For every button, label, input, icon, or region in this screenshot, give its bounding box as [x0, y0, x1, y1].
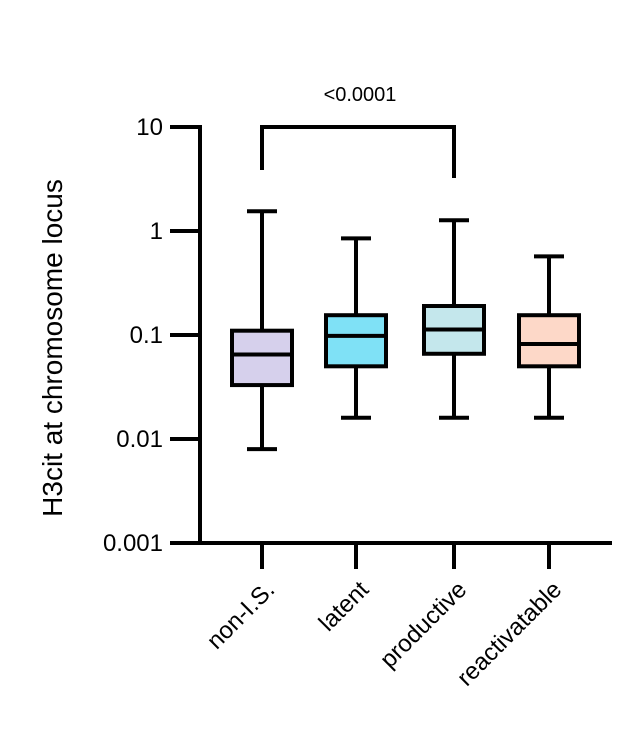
significance-bracket-0: <0.0001 [260, 84, 456, 178]
box-rect-1 [324, 313, 388, 369]
y-tick-label-2: 0.1 [130, 322, 163, 349]
box-2 [422, 218, 486, 420]
p-value-label-0: <0.0001 [324, 84, 397, 106]
box-rect-0 [230, 328, 294, 388]
box-0 [230, 209, 294, 452]
box-1 [324, 236, 388, 420]
x-tick-label-0: non-I.S. [202, 576, 281, 655]
box-rect-3 [517, 313, 581, 369]
y-tick-label-4: 10 [136, 114, 163, 141]
x-tick-label-1: latent [314, 576, 375, 637]
y-tick-label-3: 1 [150, 218, 163, 245]
x-tick-label-2: productive [375, 576, 472, 673]
y-axis-title: H3cit at chromosome locus [37, 179, 68, 517]
bracket-line-0 [260, 125, 456, 178]
box-3 [517, 254, 581, 420]
y-tick-label-0: 0.001 [103, 530, 163, 557]
y-tick-label-1: 0.01 [116, 426, 163, 453]
